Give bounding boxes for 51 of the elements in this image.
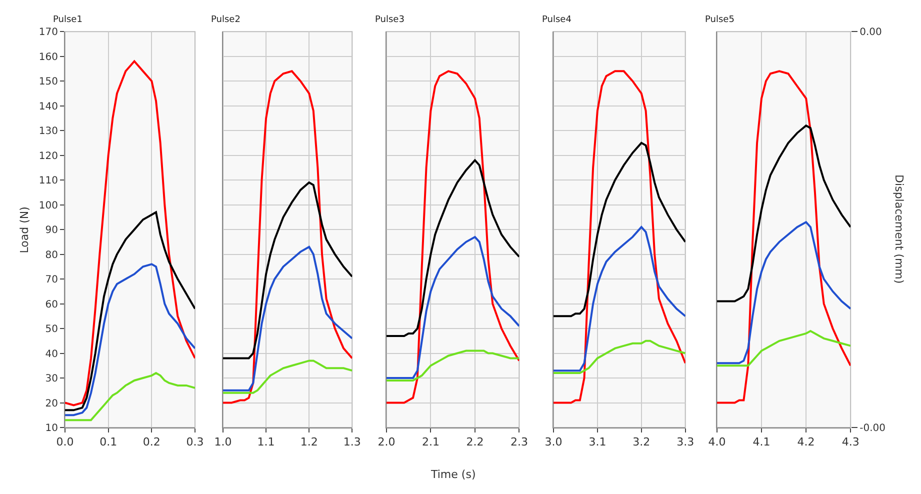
y-tick-label: 50 [45,324,58,336]
x-tick-label: 3.1 [588,436,606,449]
x-tick-label: 2.2 [466,436,484,449]
y-tick-label: 40 [45,348,58,360]
y2-axis-title: Displacement (mm) [892,174,906,284]
y-tick-label: 20 [45,398,58,410]
line-series [64,372,196,422]
y-tick-label: 100 [38,200,58,212]
x-tick-label: 4.2 [797,436,815,449]
x-tick-label: 4.1 [752,436,770,449]
x-tick-label: 3.0 [544,436,562,449]
y-tick-label: 150 [38,76,58,88]
chart-title: Pulse5 [705,15,734,25]
text: -0.00 [860,423,886,434]
x-tick-label: 0.0 [56,436,74,449]
chart-title: Pulse2 [211,15,240,25]
y-tick-label: 10 [45,423,58,434]
y-tick-label: 120 [38,150,58,162]
x-tick-label: 1.3 [343,436,361,449]
line-series [64,211,196,412]
chart-title: Pulse1 [53,15,82,25]
x-tick-label: 2.3 [510,436,528,449]
y-tick-label: 110 [38,176,58,187]
y-tick-label: 60 [45,299,58,310]
chart-title: Pulse4 [542,15,572,25]
text: 0.00 [860,27,882,38]
x-tick-label: 0.2 [142,436,160,449]
line-series [64,263,196,416]
x-tick-label: 1.0 [214,436,232,449]
x-tick-label: 4.0 [708,436,726,449]
x-tick-label: 1.1 [257,436,275,449]
y-tick-label: 80 [45,250,58,261]
x-tick-label: 1.2 [300,436,318,449]
chart-title: Pulse3 [375,15,404,25]
x-axis-title: Time (s) [430,468,476,481]
line-series [64,60,196,406]
x-tick-label: 2.0 [378,436,396,449]
y-axis-title: Load (N) [18,206,32,254]
x-tick-label: 2.1 [422,436,440,449]
y-tick-label: 140 [38,101,58,112]
y-tick-label: 130 [38,126,58,138]
y-tick-label: 160 [38,52,58,63]
y-tick-label: 30 [45,374,58,385]
x-tick-label: 3.3 [676,436,694,449]
y-tick-label: 170 [38,27,58,38]
y-tick-label: 70 [45,274,58,286]
x-tick-label: 0.1 [100,436,118,449]
y-tick-label: 90 [45,225,58,236]
x-tick-label: 0.3 [186,436,204,449]
x-tick-label: 3.2 [632,436,650,449]
x-tick-label: 4.3 [842,436,860,449]
